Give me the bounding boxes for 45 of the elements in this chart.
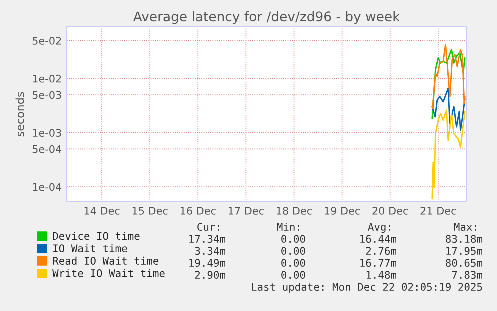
text: Max: [454, 223, 476, 232]
text: 7.83m [452, 271, 483, 280]
y-tick-label: 5e-04 [32, 145, 62, 154]
text: 80.65m [446, 259, 483, 268]
chart-title: Average latency for /dev/zd96 - by week [133, 11, 400, 24]
y-tick-label: 5e-02 [32, 37, 62, 45]
x-tick-label: 19 Dec [325, 207, 360, 215]
legend-label: Write IO Wait time [52, 269, 165, 278]
text: Last update: Mon Dec 22 02:05:19 2025 [252, 282, 482, 294]
text: 19.49m [190, 259, 226, 268]
text: 17.34m [190, 235, 226, 244]
text: 0.00 [282, 235, 306, 244]
x-tick-label: 18 Dec [277, 207, 312, 215]
x-tick-label: 17 Dec [228, 207, 264, 215]
text: 3.34m [195, 247, 226, 256]
legend-label: IO Wait time [54, 244, 128, 253]
x-tick-label: 20 Dec [372, 207, 408, 215]
y-tick-label: 1e-04 [33, 183, 62, 192]
x-tick-label: 16 Dec [180, 207, 216, 215]
text: 2.90m [195, 271, 226, 280]
text: 0.00 [282, 247, 306, 256]
legend-label: Device IO time [53, 232, 140, 240]
y-tick-label: 1e-03 [33, 129, 62, 137]
y-axis-title: seconds [16, 92, 24, 137]
text: 0.00 [282, 271, 306, 280]
text: 0.00 [282, 259, 306, 268]
text: Cur: [198, 223, 220, 232]
text: 16.44m [360, 235, 397, 244]
text: 2.76m [366, 247, 397, 256]
line-series [432, 49, 466, 120]
text: 16.77m [360, 259, 397, 268]
x-tick-label: 14 Dec [84, 207, 120, 215]
text: 1.48m [366, 271, 397, 280]
x-tick-label: 15 Dec [132, 207, 168, 215]
legend-label: Read IO Wait time [53, 256, 159, 265]
text: Avg: [368, 223, 390, 234]
line-series [432, 110, 466, 200]
line-series [432, 88, 466, 132]
y-tick-label: 5e-03 [32, 91, 62, 100]
text: Min: [277, 222, 300, 231]
y-tick-label: 1e-02 [33, 74, 62, 83]
x-tick-label: 21 Dec [420, 207, 456, 215]
text: 83.18m [446, 235, 483, 244]
text: 17.95m [446, 247, 483, 256]
line-series [432, 44, 466, 110]
